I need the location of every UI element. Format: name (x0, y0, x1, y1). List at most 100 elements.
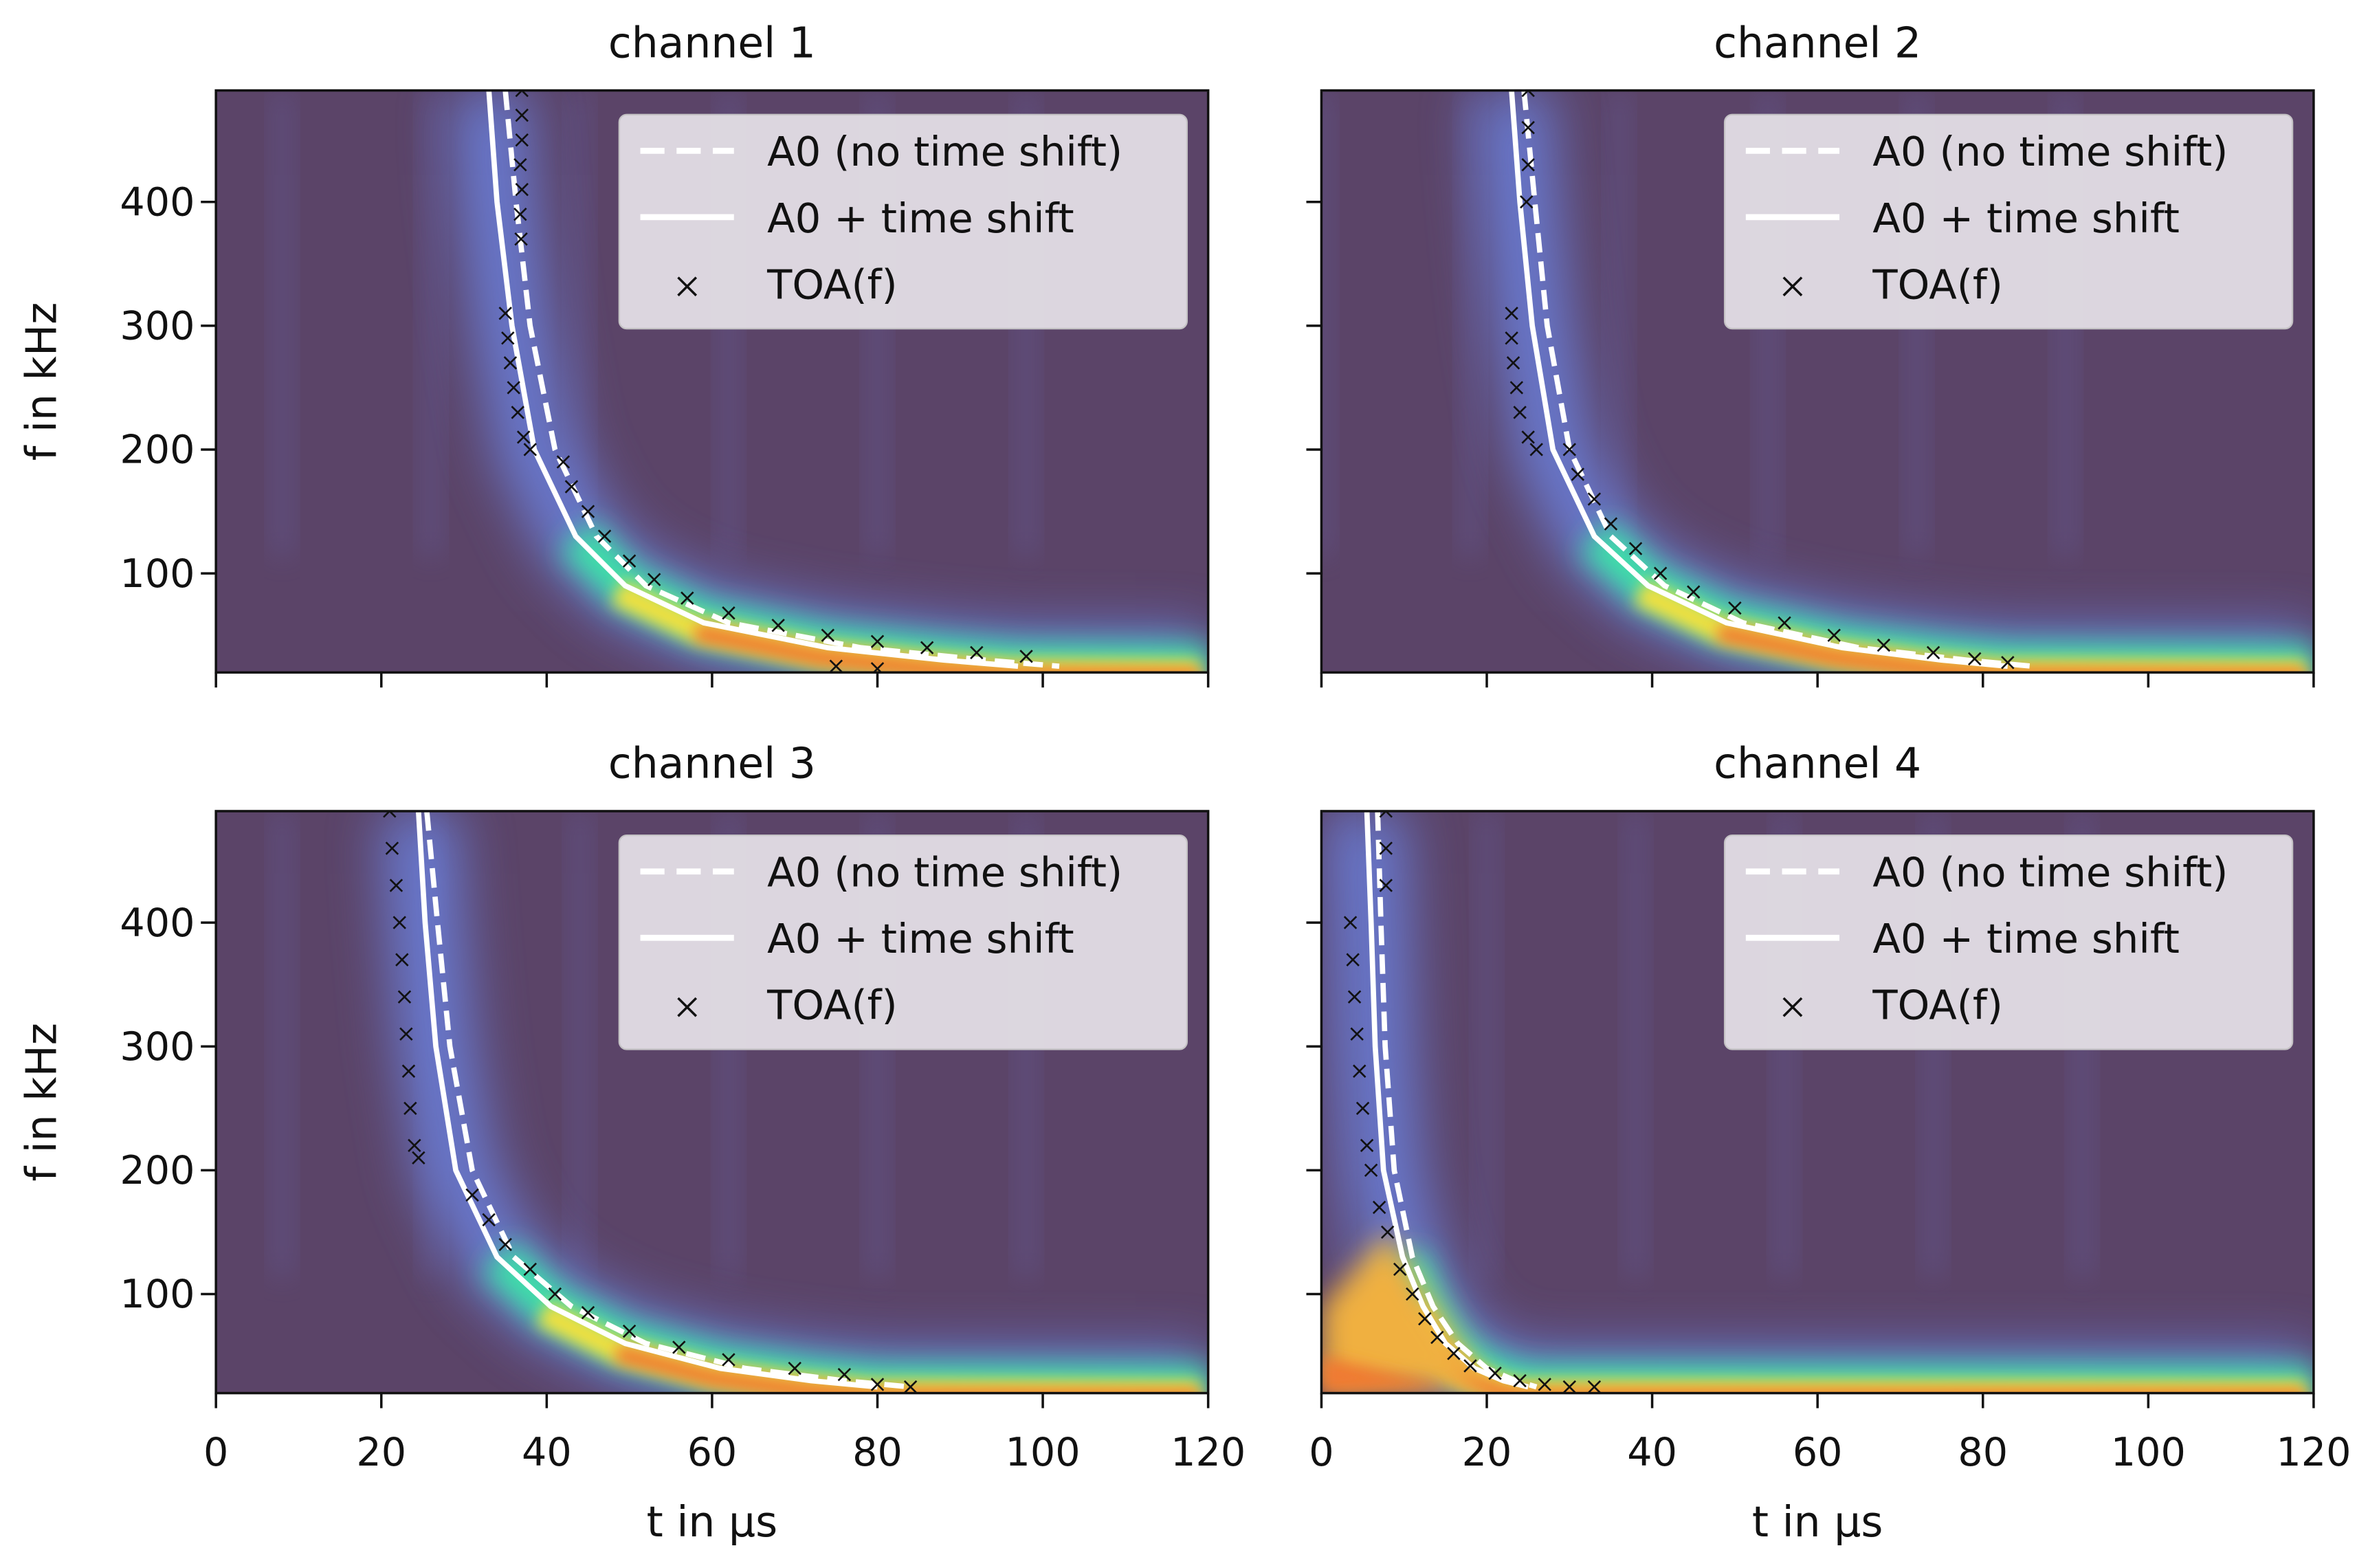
x-axis-label: t in µs (647, 1498, 777, 1547)
panel-title: channel 1 (608, 19, 816, 67)
toa-marker (2001, 656, 2015, 670)
toa-marker (564, 480, 579, 494)
toa-marker (1506, 356, 1520, 370)
toa-marker (1571, 467, 1585, 481)
heatmap-stripe (1477, 810, 1496, 1277)
series-a0-time-shift (1364, 810, 1529, 1390)
toa-marker (1379, 841, 1393, 855)
series-a0-no-time-shift (1375, 810, 1538, 1390)
toa-marker (1463, 1359, 1477, 1373)
toa-marker (401, 1064, 416, 1078)
toa-marker (395, 953, 409, 967)
toa-marker (1877, 638, 1891, 652)
toa-marker (1509, 381, 1524, 395)
toa-marker (1968, 652, 1982, 666)
toa-marker (821, 628, 835, 642)
panel-channel-4: 0 20 40 60 80 100 120 channel 4 t in µs A0 (no ti… (1306, 740, 2351, 1547)
toa-marker (392, 916, 406, 929)
legend: A0 (no time shift) A0 + time shift TOA(f) (1723, 113, 2294, 330)
legend-entry: TOA(f) (1872, 261, 2003, 308)
toa-marker (515, 108, 529, 122)
legend-entry: A0 + time shift (767, 915, 1074, 962)
toa-marker (1513, 1373, 1527, 1388)
series-a0-time-shift (415, 810, 878, 1390)
toa-marker (1393, 1262, 1407, 1277)
x-tick-label: 80 (1958, 1430, 2008, 1475)
toa-marker (515, 133, 529, 147)
toa-marker (511, 406, 524, 419)
toa-marker (1521, 157, 1535, 172)
y-tick-label: 400 (120, 901, 195, 946)
toa-marker (1379, 810, 1393, 818)
toa-marker (1379, 879, 1393, 892)
toa-marker (1728, 601, 1742, 615)
panel-channel-2: channel 2 A0 (no time shift) A0 + time shi… (1306, 19, 2315, 688)
legend-entry: A0 + time shift (1872, 195, 2180, 242)
toa-marker (1350, 1027, 1364, 1041)
toa-marker (870, 634, 885, 648)
toa-marker (1406, 1287, 1419, 1301)
toa-marker (408, 1138, 421, 1153)
y-tick-label: 100 (120, 1272, 195, 1317)
toa-marker (1827, 628, 1841, 642)
toa-marker (383, 810, 397, 818)
y-tick-label: 200 (120, 428, 195, 473)
toa-marker (556, 455, 571, 469)
toa-marker (920, 641, 934, 654)
series-a0-no-time-shift (424, 810, 911, 1390)
toa-marker (1521, 120, 1535, 135)
toa-marker (1538, 1378, 1551, 1391)
x-tick-label: 40 (1627, 1430, 1677, 1475)
toa-marker (1353, 1064, 1366, 1078)
toa-marker (1521, 90, 1535, 98)
x-tick-label: 20 (1462, 1430, 1512, 1475)
legend-x-marker-icon (1782, 997, 1803, 1017)
toa-marker (1587, 492, 1602, 506)
toa-marker (1364, 1163, 1378, 1178)
series-a0-time-shift (1509, 90, 2009, 670)
heatmap-stripe (273, 810, 291, 1277)
toa-marker (412, 1151, 425, 1165)
heatmap-energy-blob (1321, 1232, 1487, 1393)
x-tick-label: 60 (687, 1430, 738, 1475)
toa-marker (647, 573, 661, 586)
toa-marker (1418, 1312, 1432, 1326)
toa-marker (722, 606, 735, 620)
toa-marker (1430, 1330, 1444, 1345)
heatmap-stripe (1321, 90, 1331, 556)
series-a0-no-time-shift (502, 90, 1060, 670)
toa-marker (513, 157, 527, 172)
series-toa (498, 90, 1033, 673)
x-tick-label: 100 (2111, 1430, 2186, 1475)
toa-marker (1505, 331, 1518, 345)
toa-marker (829, 659, 843, 673)
toa-marker (482, 1213, 496, 1227)
toa-marker (465, 1188, 479, 1202)
toa-marker (1521, 430, 1535, 444)
y-axis-label: f in kHz (17, 1023, 66, 1182)
heatmap-stripe (1461, 90, 1480, 556)
x-axis-label: t in µs (1752, 1498, 1883, 1547)
toa-marker (403, 1101, 417, 1115)
y-tick-label: 100 (120, 551, 195, 597)
toa-marker (1687, 585, 1701, 599)
toa-marker (581, 505, 595, 518)
heatmap-energy-high (615, 1345, 1200, 1393)
legend-x-marker-icon (677, 276, 698, 297)
legend-x-marker-icon (1782, 276, 1803, 297)
heatmap-stripe (421, 90, 441, 556)
x-tick-label: 120 (2276, 1430, 2351, 1475)
series-toa (383, 810, 918, 1393)
toa-marker (389, 879, 403, 892)
toa-marker (1488, 1367, 1502, 1380)
legend-entry: A0 + time shift (1872, 915, 2180, 962)
x-tick-label: 80 (852, 1430, 903, 1475)
toa-marker (1355, 1101, 1370, 1115)
toa-marker (771, 619, 785, 632)
toa-marker (1447, 1347, 1461, 1360)
toa-marker (722, 1353, 735, 1367)
series-toa (1343, 810, 1602, 1393)
heatmap-stripe (1626, 810, 1645, 1277)
x-tick-label: 40 (522, 1430, 572, 1475)
